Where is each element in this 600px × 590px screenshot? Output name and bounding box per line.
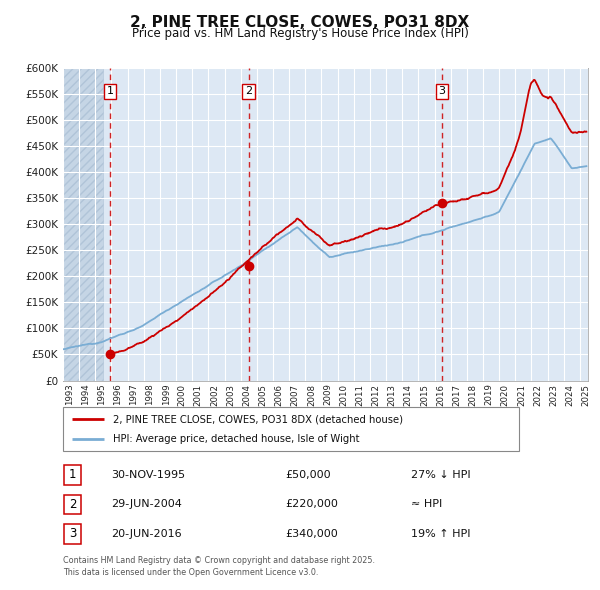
Text: 2, PINE TREE CLOSE, COWES, PO31 8DX (detached house): 2, PINE TREE CLOSE, COWES, PO31 8DX (det… <box>113 414 403 424</box>
FancyBboxPatch shape <box>64 466 81 484</box>
Text: 1994: 1994 <box>81 384 90 405</box>
Text: 2019: 2019 <box>485 384 494 405</box>
Text: 1993: 1993 <box>65 384 74 405</box>
Text: 1: 1 <box>69 468 76 481</box>
Text: £340,000: £340,000 <box>285 529 338 539</box>
Text: 2010: 2010 <box>339 384 348 405</box>
Text: 1997: 1997 <box>129 384 138 405</box>
Text: 30-NOV-1995: 30-NOV-1995 <box>111 470 185 480</box>
Text: ≈ HPI: ≈ HPI <box>411 500 442 509</box>
Text: 2025: 2025 <box>581 384 590 405</box>
Text: 1998: 1998 <box>145 384 154 405</box>
Text: 2008: 2008 <box>307 384 316 405</box>
Text: 19% ↑ HPI: 19% ↑ HPI <box>411 529 470 539</box>
Text: 2014: 2014 <box>404 384 413 405</box>
FancyBboxPatch shape <box>64 495 81 514</box>
Text: Contains HM Land Registry data © Crown copyright and database right 2025.
This d: Contains HM Land Registry data © Crown c… <box>63 556 375 577</box>
Text: 2020: 2020 <box>501 384 510 405</box>
Text: 2006: 2006 <box>275 384 284 405</box>
Text: 2021: 2021 <box>517 384 526 405</box>
Text: 2001: 2001 <box>194 384 203 405</box>
Text: 2: 2 <box>245 86 252 96</box>
Text: 2016: 2016 <box>436 384 445 405</box>
Text: £50,000: £50,000 <box>285 470 331 480</box>
Text: 2011: 2011 <box>355 384 364 405</box>
Text: 2013: 2013 <box>388 384 397 405</box>
Text: 3: 3 <box>69 527 76 540</box>
Text: 20-JUN-2016: 20-JUN-2016 <box>111 529 182 539</box>
Text: 2023: 2023 <box>549 384 558 405</box>
Text: HPI: Average price, detached house, Isle of Wight: HPI: Average price, detached house, Isle… <box>113 434 359 444</box>
Text: 2012: 2012 <box>371 384 380 405</box>
Text: 2000: 2000 <box>178 384 187 405</box>
Text: 2: 2 <box>69 498 76 511</box>
Text: 1: 1 <box>107 86 113 96</box>
Text: 1996: 1996 <box>113 384 122 405</box>
Text: 2003: 2003 <box>226 384 235 405</box>
Text: £220,000: £220,000 <box>285 500 338 509</box>
Bar <box>63 68 103 381</box>
Text: Price paid vs. HM Land Registry's House Price Index (HPI): Price paid vs. HM Land Registry's House … <box>131 27 469 40</box>
Text: 2002: 2002 <box>210 384 219 405</box>
Text: 27% ↓ HPI: 27% ↓ HPI <box>411 470 470 480</box>
Text: 2005: 2005 <box>259 384 268 405</box>
Text: 1995: 1995 <box>97 384 106 405</box>
Text: 2018: 2018 <box>469 384 478 405</box>
Text: 2022: 2022 <box>533 384 542 405</box>
Text: 2009: 2009 <box>323 384 332 405</box>
Text: 2015: 2015 <box>420 384 429 405</box>
Text: 2004: 2004 <box>242 384 251 405</box>
Text: 2007: 2007 <box>291 384 300 405</box>
Text: 2017: 2017 <box>452 384 461 405</box>
FancyBboxPatch shape <box>63 407 519 451</box>
Text: 29-JUN-2004: 29-JUN-2004 <box>111 500 182 509</box>
Text: 1999: 1999 <box>161 384 170 405</box>
Text: 2024: 2024 <box>565 384 574 405</box>
FancyBboxPatch shape <box>64 525 81 543</box>
Text: 3: 3 <box>439 86 446 96</box>
Text: 2, PINE TREE CLOSE, COWES, PO31 8DX: 2, PINE TREE CLOSE, COWES, PO31 8DX <box>130 15 470 30</box>
